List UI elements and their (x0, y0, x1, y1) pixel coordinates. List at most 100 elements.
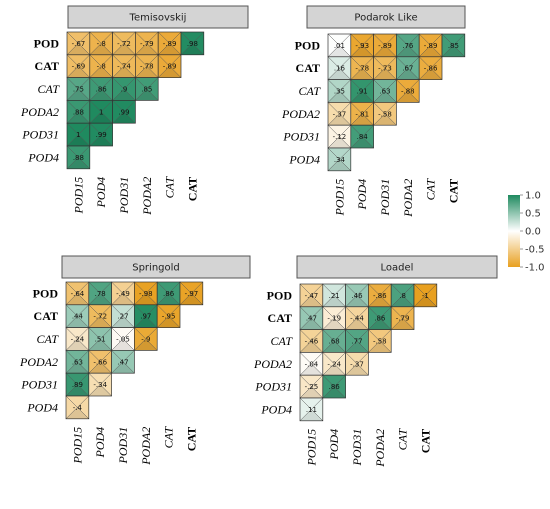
heatmap-cell: -.58 (368, 329, 392, 353)
panel-title: Loadel (381, 263, 414, 274)
column-label: CAT (185, 177, 199, 201)
cell-value-label: .84 (357, 133, 369, 141)
heatmap-cell: -.89 (157, 54, 182, 78)
cell-value-label: -.58 (373, 338, 387, 346)
column-label: PODA2 (373, 429, 387, 468)
cell-value-label: -.67 (72, 40, 86, 48)
cell-value-label: -.05 (116, 336, 130, 344)
row-label: POD (295, 38, 321, 52)
heatmap-cell: -.05 (111, 327, 135, 351)
row-label: POD31 (254, 380, 292, 394)
heatmap-cell: .16 (327, 56, 352, 80)
heatmap-cell: .47 (111, 350, 135, 374)
row-label: PODA2 (253, 357, 292, 371)
cell-value-label: .86 (329, 383, 341, 391)
heatmap-cell: -.67 (66, 31, 91, 56)
heatmap-cell: .44 (65, 304, 90, 328)
heatmap-cell: .47 (299, 306, 324, 330)
heatmap-cell: .67 (396, 56, 420, 80)
heatmap-cell: -.04 (299, 352, 324, 376)
row-label: POD4 (260, 402, 292, 416)
heatmap-cell: .01 (327, 33, 352, 58)
cell-value-label: -.44 (350, 315, 364, 323)
panel-temisovskij: Temisovskij -.67 -.8 -.72 -.79 -.89 .98 POD -.69… (20, 5, 249, 216)
cell-value-label: .34 (334, 156, 346, 164)
heatmap-cell: -.74 (112, 54, 136, 78)
cell-value-label: .91 (357, 88, 368, 96)
row-label: POD4 (27, 150, 59, 164)
cell-value-label: -.4 (73, 404, 83, 412)
heatmap-cell: -.72 (88, 304, 112, 328)
cell-value-label: 1 (99, 108, 103, 116)
cell-value-label: .16 (334, 65, 346, 73)
heatmap-cell: .11 (299, 397, 324, 422)
legend-tick-label: 0.0 (525, 227, 541, 238)
cell-value-label: .67 (402, 65, 413, 73)
heatmap-cell: -.66 (88, 350, 112, 374)
cell-value-label: -.93 (355, 42, 369, 50)
heatmap-cell: .78 (88, 281, 112, 306)
heatmap-cell: 1 (66, 122, 91, 147)
row-label: CAT (296, 61, 320, 75)
cell-value-label: -.78 (355, 65, 369, 73)
cell-value-label: .01 (334, 42, 345, 50)
heatmap-cell: .68 (322, 329, 346, 353)
heatmap-cell: -.98 (134, 281, 158, 306)
column-label: POD31 (116, 427, 130, 465)
heatmap-cell: -.25 (299, 374, 324, 399)
heatmap-cell: -.49 (111, 281, 135, 306)
cell-value-label: .35 (334, 88, 345, 96)
heatmap-cell: -.88 (396, 79, 420, 103)
row-label: PODA2 (20, 105, 59, 119)
heatmap-cell: -.46 (299, 329, 324, 353)
row-label: CAT (34, 309, 58, 323)
cell-value-label: -.74 (117, 63, 131, 71)
cell-value-label: .75 (73, 86, 84, 94)
row-label: POD (34, 36, 60, 50)
heatmap-cell: .75 (66, 77, 91, 101)
cell-value-label: .97 (140, 313, 151, 321)
cell-value-label: -.81 (355, 110, 369, 118)
heatmap-cell: -.79 (135, 31, 159, 56)
heatmap-cell: .98 (180, 31, 205, 56)
heatmap-cell: -.12 (327, 124, 352, 149)
row-label: CAT (298, 84, 321, 98)
heatmap-cell: .9 (112, 77, 136, 101)
cell-value-label: .46 (351, 292, 363, 300)
row-label: CAT (36, 332, 59, 346)
heatmap-cell: .86 (89, 77, 113, 101)
heatmap-cell: .46 (345, 283, 369, 308)
cell-value-label: -.98 (139, 290, 153, 298)
row-label: CAT (270, 334, 293, 348)
heatmap-cell: .51 (88, 327, 112, 351)
cell-value-label: .47 (117, 358, 128, 366)
cell-value-label: .8 (399, 292, 406, 300)
cell-value-label: -.88 (401, 88, 415, 96)
cell-value-label: .51 (95, 336, 106, 344)
heatmap-cell: -.95 (156, 304, 181, 328)
panel-loadel: Loadel -.47 .21 .46 -.86 .8 -1 POD .47 -.19 -.44 .8… (253, 255, 498, 468)
cell-value-label: -.73 (378, 65, 392, 73)
row-label: POD31 (20, 378, 58, 392)
cell-value-label: .78 (95, 290, 106, 298)
heatmap-cell: .97 (134, 304, 158, 328)
heatmap-cell: -.89 (373, 33, 397, 58)
heatmap-cell: -.24 (65, 327, 90, 351)
heatmap-cell: -.72 (112, 31, 136, 56)
column-label: POD31 (350, 429, 364, 467)
cell-value-label: -.79 (396, 315, 410, 323)
row-label: CAT (268, 311, 292, 325)
column-label: PODA2 (139, 427, 153, 466)
heatmap-cell: -.89 (418, 33, 443, 58)
row-label: POD (267, 288, 293, 302)
cell-value-label: -.12 (333, 133, 347, 141)
legend-tick-label: -1.0 (525, 263, 545, 274)
heatmap-cell: -.37 (345, 352, 369, 376)
panel-header (306, 5, 466, 29)
cell-value-label: -.86 (373, 292, 387, 300)
cell-value-label: -1 (422, 292, 429, 300)
heatmap-cell: .88 (66, 145, 91, 170)
heatmap-cell: -.24 (322, 352, 346, 376)
column-label: POD31 (378, 179, 392, 217)
